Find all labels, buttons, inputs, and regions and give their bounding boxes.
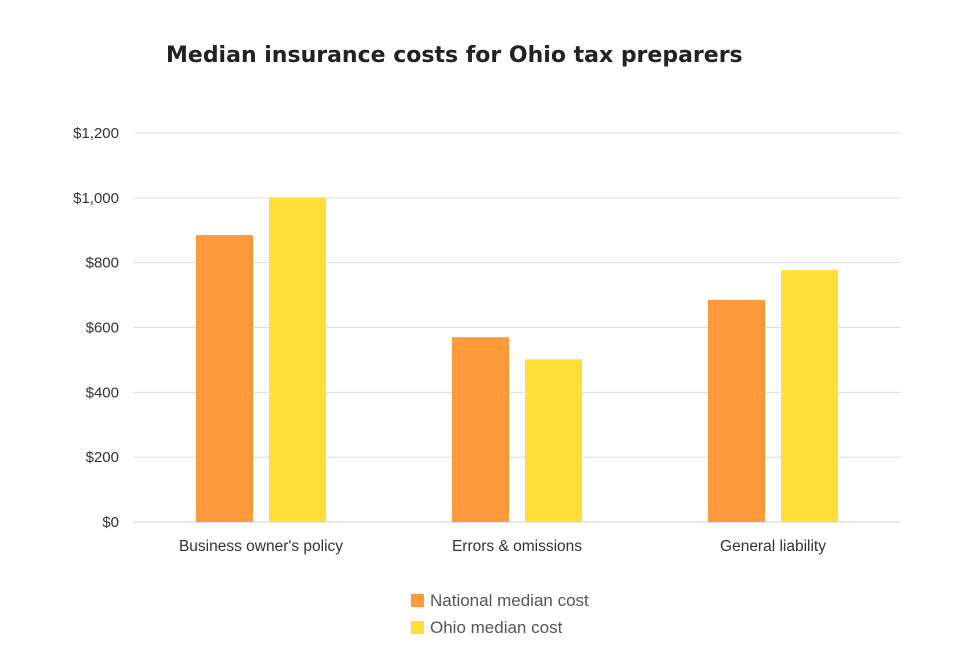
legend: National median cost Ohio median cost — [411, 591, 589, 637]
legend-label: Ohio median cost — [430, 618, 563, 637]
bar-national — [452, 337, 509, 522]
legend-swatch — [411, 594, 424, 607]
y-tick-label: $600 — [86, 320, 119, 337]
bar-ohio — [269, 197, 326, 523]
y-tick-label: $400 — [86, 384, 119, 401]
y-tick-label: $200 — [86, 449, 119, 466]
bar-ohio — [781, 270, 838, 522]
y-tick-label: $800 — [86, 255, 119, 272]
x-axis-categories: Business owner's policy Errors & omission… — [179, 538, 826, 555]
bar-national — [196, 235, 253, 523]
y-tick-label: $0 — [102, 514, 119, 531]
legend-swatch — [411, 621, 424, 634]
bar-national — [708, 299, 765, 522]
x-category-label: General liability — [720, 538, 826, 555]
legend-label: National median cost — [430, 591, 589, 610]
bar-ohio — [525, 359, 582, 522]
chart-title: Median insurance costs for Ohio tax prep… — [166, 43, 743, 68]
bars — [196, 197, 838, 523]
gridlines — [133, 132, 901, 523]
y-tick-label: $1,200 — [73, 125, 119, 142]
x-category-label: Errors & omissions — [452, 538, 582, 555]
y-tick-label: $1,000 — [73, 190, 119, 207]
x-category-label: Business owner's policy — [179, 538, 343, 555]
y-axis-ticks: $0 $200 $400 $600 $800 $1,000 $1,200 — [73, 125, 119, 531]
